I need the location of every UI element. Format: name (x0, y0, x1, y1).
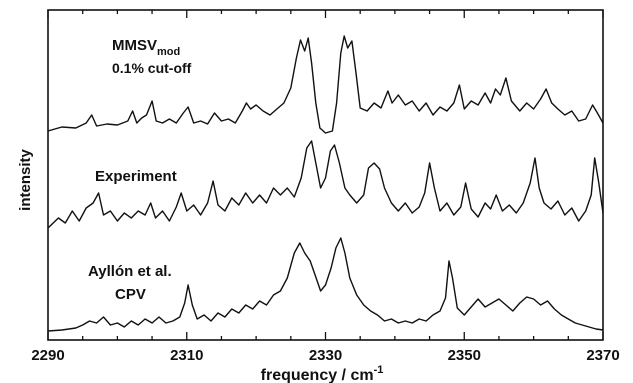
series-line-0 (47, 35, 604, 134)
series-lines (47, 35, 604, 332)
x-axis-ticks (47, 10, 604, 340)
x-tick-label-2350: 2350 (448, 347, 481, 364)
series-label-experiment: Experiment (95, 168, 177, 185)
x-axis-tick-labels: 2290 2310 2330 2350 2370 (31, 347, 619, 364)
x-axis-label: frequency / cm-1 (261, 364, 384, 383)
x-tick-label-2310: 2310 (170, 347, 203, 364)
series-line-2 (47, 237, 604, 332)
x-tick-label-2370: 2370 (586, 347, 619, 364)
y-axis-label: intensity (17, 149, 34, 211)
series-sublabel-mmsv: 0.1% cut-off (112, 60, 192, 76)
series-line-1 (47, 140, 604, 229)
x-tick-label-2290: 2290 (31, 347, 64, 364)
series-sublabel-aylon: CPV (115, 286, 146, 303)
x-tick-label-2330: 2330 (309, 347, 342, 364)
series-label-aylon: Ayllón et al. (88, 263, 172, 280)
series-label-mmsv: MMSVmod (112, 37, 180, 58)
